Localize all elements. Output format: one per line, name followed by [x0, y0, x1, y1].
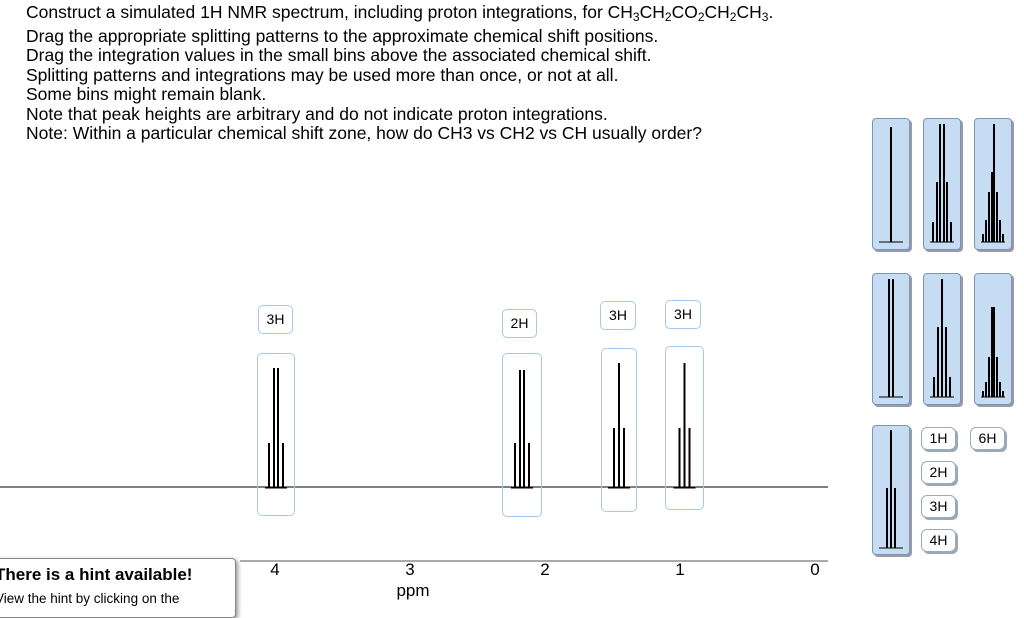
splitting-pattern[interactable] [872, 425, 910, 555]
integration-bin[interactable]: 3H [258, 305, 293, 334]
axis-tick-label: 3 [405, 560, 415, 579]
splitting-pattern[interactable] [923, 118, 961, 250]
drop-bin[interactable] [502, 353, 542, 517]
text-run: CO [671, 2, 698, 22]
drop-bin[interactable] [601, 348, 637, 512]
hint-box[interactable]: There is a hint available! View the hint… [0, 558, 236, 618]
splitting-pattern[interactable] [974, 118, 1012, 250]
instruction-line: Splitting patterns and integrations may … [26, 64, 619, 85]
splitting-pattern[interactable] [872, 118, 910, 250]
integration-tile[interactable]: 3H [921, 495, 956, 518]
splitting-pattern[interactable] [923, 273, 961, 405]
subscript: 2 [697, 10, 705, 24]
instruction-line: Note: Within a particular chemical shift… [26, 123, 702, 143]
instruction-line: Note that peak heights are arbitrary and… [26, 103, 608, 124]
axis-tick-label: 0 [810, 560, 820, 579]
splitting-pattern[interactable] [872, 273, 910, 405]
hint-text: View the hint by clicking on the [0, 591, 180, 606]
subscript: 3 [632, 10, 640, 24]
text-run: . [768, 2, 774, 22]
subscript: 2 [729, 10, 737, 24]
axis-label: ppm [396, 581, 430, 600]
instruction-line: Drag the integration values in the small… [26, 45, 652, 65]
hint-title: There is a hint available! [0, 565, 193, 584]
text-run: CH [704, 2, 730, 22]
drop-bin[interactable] [257, 353, 295, 516]
integration-tile[interactable]: 6H [970, 427, 1005, 450]
subscript: 2 [664, 10, 672, 24]
axis-tick-label: 2 [540, 560, 550, 579]
instruction-line: Construct a simulated 1H NMR spectrum, i… [26, 2, 774, 24]
instructions: Construct a simulated 1H NMR spectrum, i… [26, 2, 774, 144]
axis-tick-label: 1 [675, 560, 685, 579]
splitting-pattern[interactable] [974, 273, 1012, 405]
text-run: CH [736, 2, 762, 22]
drop-bin[interactable] [665, 346, 704, 510]
integration-tile[interactable]: 1H [921, 427, 956, 450]
integration-bin[interactable]: 2H [502, 309, 537, 338]
integration-bin[interactable]: 3H [600, 301, 636, 330]
axis-tick-label: 4 [270, 560, 280, 579]
instruction-line: Some bins might remain blank. [26, 84, 267, 104]
instruction-list: Drag the appropriate splitting patterns … [26, 25, 773, 144]
integration-tile[interactable]: 4H [921, 529, 956, 552]
instruction-line: Drag the appropriate splitting patterns … [26, 25, 659, 46]
subscript: 3 [761, 10, 769, 24]
text-run: Construct a simulated 1H NMR spectrum, i… [26, 2, 633, 22]
integration-bin[interactable]: 3H [665, 300, 701, 329]
text-run: CH [639, 2, 665, 22]
integration-tile[interactable]: 2H [921, 461, 956, 484]
